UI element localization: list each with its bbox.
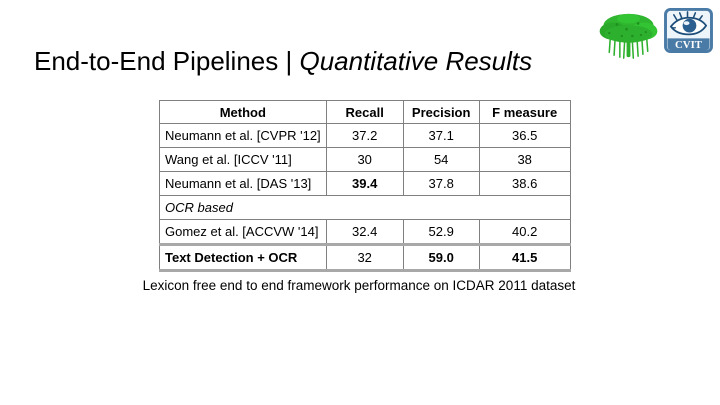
precision-cell: 37.8	[402, 171, 480, 196]
column-header-precision: Precision	[402, 100, 480, 124]
title-main: End-to-End Pipelines	[34, 46, 279, 76]
table-caption: Lexicon free end to end framework perfor…	[142, 278, 576, 293]
section-label: OCR based	[159, 195, 571, 220]
method-cell: Neumann et al. [CVPR '12]	[159, 123, 327, 148]
title-emphasis: Quantitative Results	[299, 46, 533, 76]
recall-cell: 30	[325, 147, 404, 172]
recall-cell: 37.2	[325, 123, 404, 148]
f-measure-cell: 36.5	[478, 123, 571, 148]
column-header-recall: Recall	[325, 100, 404, 124]
f-measure-cell: 38.6	[478, 171, 571, 196]
method-cell: Wang et al. [ICCV '11]	[159, 147, 327, 172]
recall-cell: 32.4	[325, 219, 404, 245]
recall-cell: 39.4	[325, 171, 404, 196]
table-header-row: Method Recall Precision F measure	[159, 100, 571, 124]
cvit-logo: CVIT	[664, 8, 713, 53]
table-section-row: OCR based	[159, 195, 571, 220]
f-measure-cell: 38	[478, 147, 571, 172]
precision-cell: 54	[402, 147, 480, 172]
f-measure-cell: 41.5	[478, 243, 571, 271]
column-header-f-measure: F measure	[478, 100, 571, 124]
method-cell: Gomez et al. [ACCVW '14]	[159, 219, 327, 245]
precision-cell: 59.0	[402, 243, 480, 271]
table-row-proposed-method: Text Detection + OCR 32 59.0 41.5	[159, 243, 571, 271]
method-cell: Neumann et al. [DAS '13]	[159, 171, 327, 196]
method-cell: Text Detection + OCR	[159, 243, 327, 271]
logo-strip: CVIT	[597, 8, 713, 60]
f-measure-cell: 40.2	[478, 219, 571, 245]
table-row: Gomez et al. [ACCVW '14] 32.4 52.9 40.2	[159, 219, 571, 245]
table-row: Neumann et al. [CVPR '12] 37.2 37.1 36.5	[159, 123, 571, 148]
precision-cell: 52.9	[402, 219, 480, 245]
page-title: End-to-End Pipelines | Quantitative Resu…	[34, 46, 532, 77]
title-separator: |	[278, 46, 300, 76]
tree-logo-icon	[599, 13, 658, 59]
recall-cell: 32	[325, 243, 404, 271]
cvit-logo-text: CVIT	[675, 39, 702, 51]
results-table: Method Recall Precision F measure Neuman…	[159, 100, 571, 272]
table-row: Wang et al. [ICCV '11] 30 54 38	[159, 147, 571, 172]
column-header-method: Method	[159, 100, 327, 124]
table-row: Neumann et al. [DAS '13] 39.4 37.8 38.6	[159, 171, 571, 196]
precision-cell: 37.1	[402, 123, 480, 148]
